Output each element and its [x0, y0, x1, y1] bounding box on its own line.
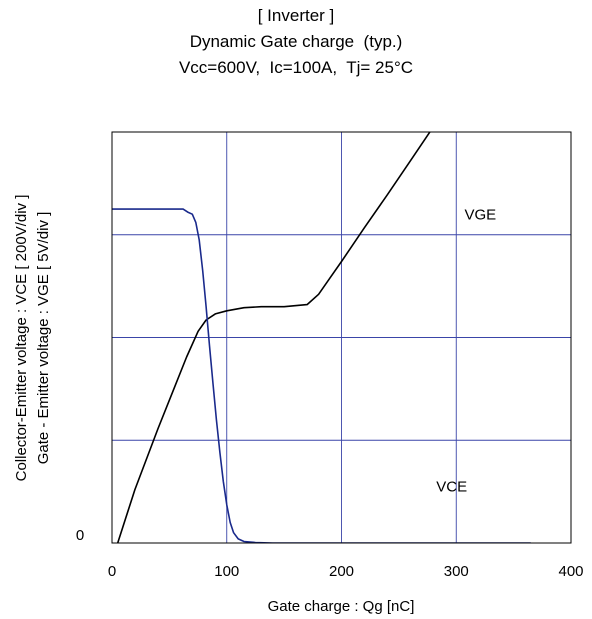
y-axis-label-line-2: Gate - Emitter voltage : VGE [ 5V/div ]	[35, 212, 52, 465]
series-line-vge	[116, 132, 431, 543]
x-tick-label: 100	[214, 563, 239, 580]
x-axis-label: Gate charge : Qg [nC]	[268, 598, 415, 615]
x-tick-labels: 0 100 200 300 400	[108, 563, 584, 580]
series-label-vce: VCE	[436, 479, 467, 496]
chart-title-line-2: Dynamic Gate charge (typ.)	[189, 32, 403, 51]
x-tick-label: 400	[558, 563, 583, 580]
series-annotations: VGE VCE	[436, 206, 496, 495]
y-axis-label-line-1: Collector-Emitter voltage : VCE [ 200V/d…	[13, 195, 30, 482]
series-label-vge: VGE	[465, 206, 497, 223]
chart-title-line-1: [ Inverter ]	[257, 6, 335, 25]
x-tick-label: 0	[108, 563, 116, 580]
x-tick-label: 200	[329, 563, 354, 580]
y-tick-labels: 0	[76, 527, 84, 544]
plot-frame	[111, 131, 572, 544]
x-tick-label: 300	[444, 563, 469, 580]
grid-lines	[112, 132, 571, 543]
chart-title-line-3: Vcc=600V, Ic=100A, Tj= 25°C	[178, 58, 414, 77]
series-line-vce	[112, 208, 531, 543]
y-tick-label: 0	[76, 527, 84, 544]
series-group	[112, 132, 531, 543]
